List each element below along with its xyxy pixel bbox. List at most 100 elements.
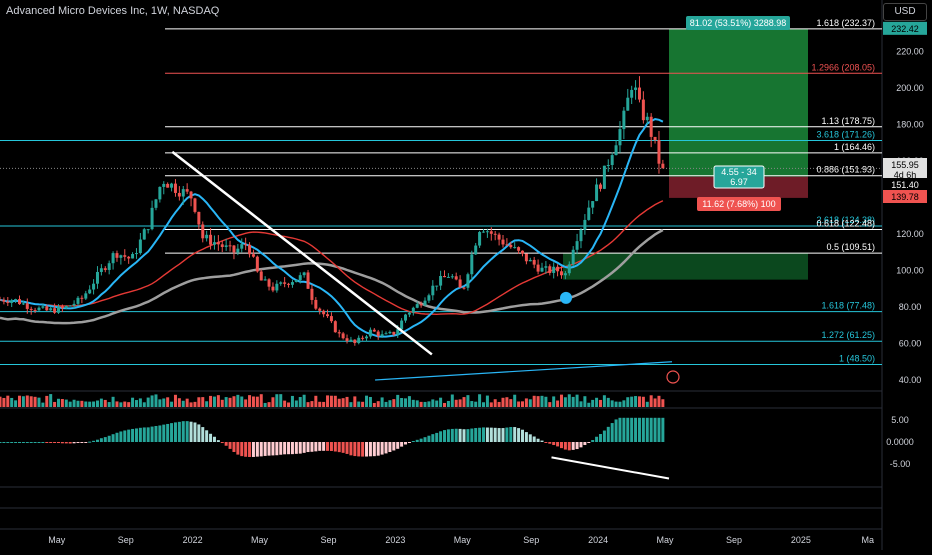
volume-bar (388, 400, 392, 407)
volume-bar (524, 398, 528, 407)
candle-body (21, 303, 25, 305)
volume-bar (595, 397, 599, 407)
volume-bar (610, 400, 614, 407)
candle-body (127, 256, 131, 259)
volume-bar (283, 400, 287, 407)
volume-bar (598, 399, 602, 407)
candle-body (107, 263, 111, 270)
oscillator-bar (552, 442, 556, 446)
oscillator-bar (598, 434, 602, 442)
downtrend-line[interactable] (171, 150, 433, 356)
oscillator-bar (423, 437, 427, 442)
oscillator-bar (446, 429, 450, 442)
loss-label-bg (697, 197, 781, 211)
volume-bar (259, 394, 263, 407)
oscillator-bar (520, 429, 524, 442)
oscillator-bar (415, 439, 419, 442)
candle-body (177, 192, 181, 197)
volume-bar (626, 397, 630, 407)
candle-body (255, 256, 259, 272)
oscillator-bar (37, 442, 41, 443)
profit-zone[interactable] (669, 28, 808, 177)
candle-body (544, 266, 548, 268)
candle-body (209, 234, 213, 245)
candle-body (76, 297, 80, 304)
oscillator-bar (271, 442, 275, 456)
candle-body (524, 253, 528, 262)
volume-bar (458, 399, 462, 407)
candle-body (333, 321, 337, 333)
volume-bar (248, 395, 252, 407)
volume-bar (138, 398, 142, 407)
volume-bar (205, 401, 209, 407)
currency-selector[interactable]: USD (883, 3, 927, 21)
oscillator-bar (177, 421, 181, 442)
oscillator-bar (602, 430, 606, 442)
oscillator-bar (131, 428, 135, 442)
volume-bar (474, 401, 478, 407)
volume-bar (345, 396, 349, 407)
oscillator-bar (396, 442, 400, 449)
candle-body (294, 280, 298, 283)
candle-body (598, 184, 602, 189)
oscillator-tick-label: 0.0000 (886, 437, 914, 447)
volume-bar (361, 401, 365, 407)
oscillator-bar (626, 417, 630, 442)
candle-body (170, 183, 174, 188)
candle-body (92, 283, 96, 290)
volume-bar (287, 402, 291, 407)
oscillator-bar (228, 442, 232, 449)
volume-bar (634, 396, 638, 407)
volume-bar (419, 401, 423, 407)
oscillator-bar (154, 425, 158, 442)
candle-body (556, 266, 560, 272)
fib-level-label: 1.618 (77.48) (821, 301, 875, 311)
volume-bar (240, 396, 244, 407)
oscillator-bar (14, 442, 18, 443)
volume-bar (76, 400, 80, 407)
candle-body (372, 329, 376, 332)
volume-bar (384, 401, 388, 407)
divergence-line[interactable] (551, 456, 670, 480)
oscillator-bar (197, 424, 201, 442)
oscillator-bar (326, 442, 330, 451)
volume-bar (454, 399, 458, 407)
oscillator-bar (384, 442, 388, 454)
oscillator-bar (173, 422, 177, 442)
x-tick-label: Sep (320, 535, 336, 545)
oscillator-bar (657, 417, 661, 442)
candle-body (240, 244, 244, 249)
candle-body (72, 303, 76, 306)
oscillator-bar (470, 428, 474, 442)
volume-bar (579, 401, 583, 407)
oscillator-bar (618, 417, 622, 442)
oscillator-bar (478, 427, 482, 442)
oscillator-bar (439, 431, 443, 442)
candle-body (290, 282, 294, 285)
volume-bar (201, 397, 205, 407)
oscillator-bar (353, 442, 357, 457)
oscillator-bar (92, 440, 96, 442)
y-tick-label: 100.00 (896, 266, 924, 276)
profit-label-bg (686, 16, 790, 30)
oscillator-bar (263, 442, 267, 456)
alert-icon[interactable] (666, 370, 680, 384)
candle-body (645, 116, 649, 121)
volume-bar (2, 397, 6, 407)
candle-body (610, 155, 614, 165)
oscillator-bar (649, 417, 653, 442)
volume-bar (294, 400, 298, 407)
oscillator-bar (99, 438, 103, 442)
candle-body (56, 306, 60, 313)
oscillator-bar (232, 442, 236, 452)
candle-body (189, 191, 193, 199)
moving-average-fast (0, 118, 664, 338)
oscillator-bar (513, 427, 517, 442)
symbol-title: Advanced Micro Devices Inc, 1W, NASDAQ (6, 5, 220, 17)
candle-body (193, 198, 197, 212)
volume-bar (575, 394, 579, 407)
volume-bar (80, 400, 84, 407)
oscillator-bar (595, 436, 599, 442)
oscillator-bar (630, 417, 634, 442)
